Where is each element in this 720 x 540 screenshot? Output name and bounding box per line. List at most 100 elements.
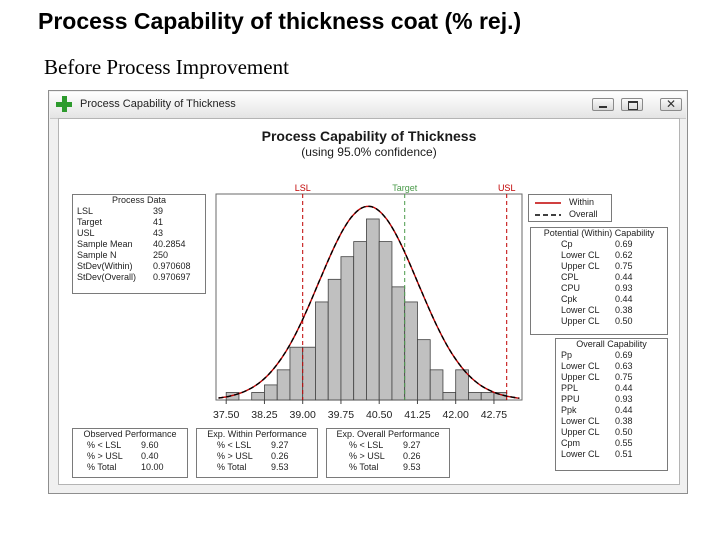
overall-capability-title: Overall Capability: [576, 339, 647, 349]
overall-capability-row-value: 0.44: [615, 383, 633, 393]
x-tick-label: 42.75: [481, 409, 507, 421]
potential-capability-row: CPU 0.93: [531, 283, 667, 294]
slide-title: Process Capability of thickness coat (% …: [38, 8, 522, 34]
x-tick-label: 42.00: [443, 409, 469, 421]
process-data-row-label: Sample Mean: [77, 239, 133, 249]
histogram-bar: [429, 369, 444, 401]
maximize-button[interactable]: [621, 98, 643, 111]
window-title: Process Capability of Thickness: [80, 98, 236, 110]
exp-within-performance-row: % Total 9.53: [197, 462, 317, 473]
x-tick-label: 41.25: [404, 409, 430, 421]
potential-capability-row: CPL 0.44: [531, 272, 667, 283]
exp-overall-performance-row: % < LSL 9.27: [327, 440, 449, 451]
close-button[interactable]: ✕: [660, 97, 682, 111]
potential-capability-row: Lower CL 0.38: [531, 305, 667, 316]
process-data-row-value: 40.2854: [153, 239, 186, 249]
legend-overall-label: Overall: [569, 209, 598, 219]
overall-capability-row-value: 0.44: [615, 405, 633, 415]
potential-capability-row-value: 0.38: [615, 305, 633, 315]
overall-capability-row: Upper CL 0.50: [556, 427, 667, 438]
overall-capability-row-value: 0.69: [615, 350, 633, 360]
overall-capability-row: Cpm 0.55: [556, 438, 667, 449]
x-tick-label: 40.50: [366, 409, 392, 421]
curve-overall: [218, 205, 520, 399]
exp-within-performance-row-label: % Total: [217, 462, 247, 472]
overall-capability-row: PPL 0.44: [556, 383, 667, 394]
histogram-bar: [315, 301, 329, 401]
exp-overall-performance-title: Exp. Overall Performance: [336, 429, 440, 439]
minimize-button[interactable]: [592, 98, 614, 111]
overall-capability-row: Upper CL 0.75: [556, 372, 667, 383]
overall-capability-row: Lower CL 0.51: [556, 449, 667, 460]
histogram-bar: [302, 346, 316, 401]
x-tick-label: 39.75: [328, 409, 354, 421]
process-data-row: Sample N 250: [73, 250, 205, 261]
potential-capability-row-label: Cpk: [561, 294, 578, 304]
process-data-row: Sample Mean 40.2854: [73, 239, 205, 250]
x-tick-label: 39.00: [290, 409, 316, 421]
exp-within-performance-box: Exp. Within Performance % < LSL 9.27% > U…: [196, 428, 318, 478]
exp-within-performance-row-label: % > USL: [217, 451, 253, 461]
histogram-bar: [264, 384, 278, 401]
exp-overall-performance-row-value: 0.26: [403, 451, 421, 461]
spec-label-lsl: LSL: [295, 183, 311, 193]
exp-within-performance-row: % > USL 0.26: [197, 451, 317, 462]
overall-capability-row-label: Upper CL: [561, 372, 600, 382]
overall-capability-row-value: 0.50: [615, 427, 633, 437]
potential-capability-row-label: Cp: [561, 239, 573, 249]
exp-overall-performance-row-label: % < LSL: [349, 440, 384, 450]
slide-subtitle: Before Process Improvement: [44, 55, 289, 79]
process-data-row-label: StDev(Within): [77, 261, 133, 271]
histogram-bar: [289, 346, 304, 401]
histogram-bar: [276, 369, 291, 401]
histogram-bar: [327, 278, 342, 401]
histogram-bar: [251, 392, 265, 401]
spec-label-target: Target: [392, 183, 418, 193]
observed-performance-row-value: 9.60: [141, 440, 159, 450]
potential-capability-row-value: 0.44: [615, 294, 633, 304]
observed-performance-row-value: 10.00: [141, 462, 164, 472]
spec-label-usl: USL: [498, 183, 516, 193]
process-data-row: LSL 39: [73, 206, 205, 217]
process-data-row-value: 43: [153, 228, 164, 238]
exp-overall-performance-row: % > USL 0.26: [327, 451, 449, 462]
legend-within-label: Within: [569, 197, 595, 207]
process-data-row-value: 39: [153, 206, 164, 216]
potential-capability-row: Upper CL 0.75: [531, 261, 667, 272]
exp-within-performance-row-label: % < LSL: [217, 440, 252, 450]
minimize-icon: [599, 106, 607, 108]
overall-capability-row-value: 0.63: [615, 361, 633, 371]
overall-capability-row: PPU 0.93: [556, 394, 667, 405]
histogram-bar: [468, 392, 482, 401]
process-data-title: Process Data: [111, 195, 167, 205]
exp-overall-performance-row-value: 9.27: [403, 440, 421, 450]
process-data-row-label: Target: [77, 217, 103, 227]
observed-performance-row-label: % Total: [87, 462, 117, 472]
exp-overall-performance-box: Exp. Overall Performance % < LSL 9.27% > …: [326, 428, 450, 478]
potential-capability-row-label: Upper CL: [561, 316, 600, 326]
histogram-bar: [353, 241, 367, 401]
potential-capability-row-value: 0.44: [615, 272, 633, 282]
potential-capability-row-label: Lower CL: [561, 305, 600, 315]
observed-performance-row-label: % > USL: [87, 451, 123, 461]
overall-capability-row-label: Lower CL: [561, 416, 600, 426]
observed-performance-row: % < LSL 9.60: [73, 440, 187, 451]
observed-performance-box: Observed Performance % < LSL 9.60 % > USL 0…: [72, 428, 188, 478]
x-tick-label: 38.25: [251, 409, 277, 421]
potential-capability-row-label: Upper CL: [561, 261, 600, 271]
overall-capability-row: Lower CL 0.63: [556, 361, 667, 372]
histogram-bar: [442, 392, 457, 401]
process-data-row-label: LSL: [77, 206, 94, 216]
potential-capability-row-value: 0.62: [615, 250, 633, 260]
overall-capability-row-label: Cpm: [561, 438, 581, 448]
observed-performance-title: Observed Performance: [83, 429, 177, 439]
histogram-bar: [340, 256, 355, 401]
exp-overall-performance-row-label: % Total: [349, 462, 379, 472]
overall-capability-row: Lower CL 0.38: [556, 416, 667, 427]
plus-icon: [56, 96, 72, 112]
overall-capability-row-value: 0.75: [615, 372, 633, 382]
process-data-row: Target 41: [73, 217, 205, 228]
overall-capability-row-label: PPL: [561, 383, 579, 393]
process-data-row-value: 250: [153, 250, 169, 260]
overall-capability-box: Overall Capability Pp 0.69 Lower CL 0.63 Upp…: [555, 338, 668, 471]
